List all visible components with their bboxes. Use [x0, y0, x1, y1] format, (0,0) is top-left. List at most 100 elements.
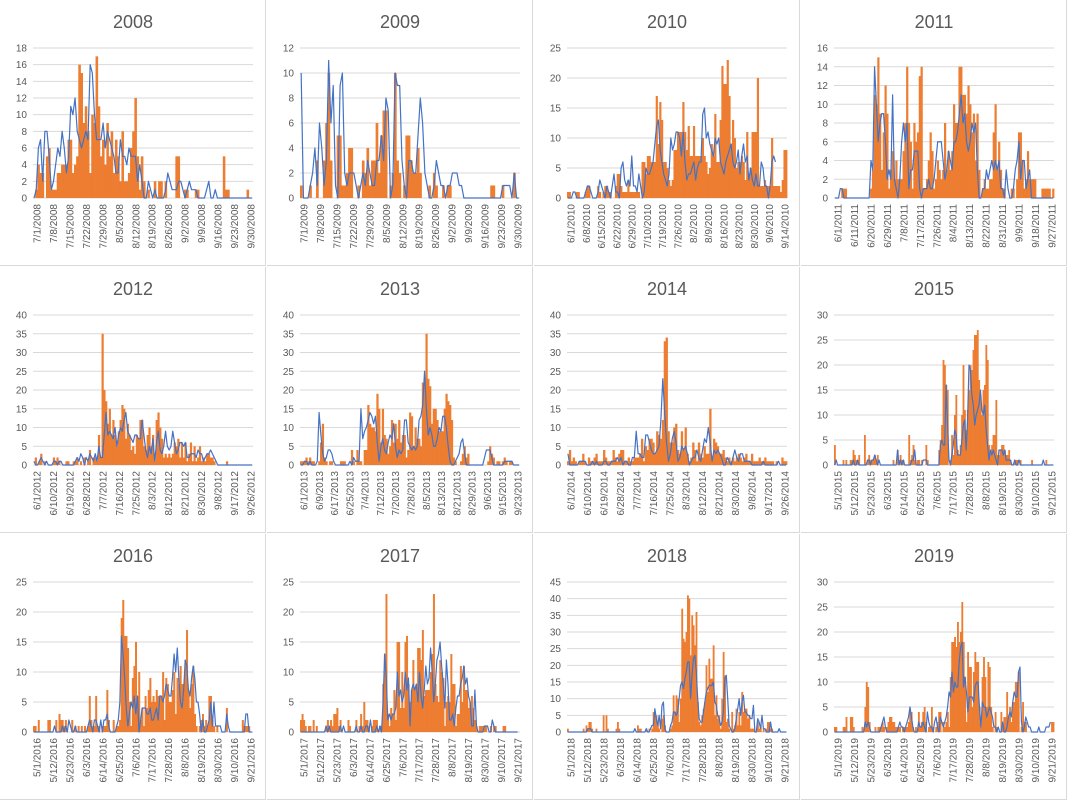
- bar: [193, 446, 196, 465]
- bar: [678, 722, 681, 732]
- bar: [843, 188, 846, 198]
- bar: [341, 185, 344, 198]
- bar: [149, 678, 152, 732]
- bar: [73, 164, 77, 198]
- bar: [655, 96, 658, 198]
- bar: [678, 453, 682, 465]
- x-tick-label: 9/21/2015: [1048, 471, 1059, 516]
- chart-title: 2014: [647, 279, 687, 299]
- bar: [65, 461, 68, 465]
- bar: [340, 461, 343, 465]
- x-tick-label: 9/2/2009: [448, 204, 459, 243]
- bar: [112, 420, 115, 465]
- bar: [412, 660, 415, 732]
- series-line: [567, 378, 787, 466]
- bar: [907, 123, 911, 198]
- bar: [906, 727, 909, 732]
- bar: [584, 461, 587, 465]
- bar: [127, 648, 130, 732]
- bar: [705, 453, 708, 465]
- bar: [446, 185, 450, 198]
- bar: [79, 461, 83, 465]
- bar: [985, 188, 988, 198]
- bar: [89, 173, 92, 198]
- bar: [427, 378, 430, 465]
- bar: [870, 188, 873, 198]
- x-tick-label: 8/5/2009: [382, 204, 393, 243]
- bar: [143, 726, 145, 732]
- bar: [964, 410, 966, 465]
- bar: [709, 678, 712, 732]
- bar: [154, 702, 157, 732]
- bar: [597, 461, 600, 465]
- bar: [740, 156, 744, 198]
- x-tick-label: 7/22/2008: [82, 204, 93, 249]
- y-tick-label: 5: [21, 698, 27, 709]
- y-tick-label: 40: [550, 594, 562, 605]
- bar: [1019, 460, 1022, 465]
- x-tick-label: 7/7/2012: [98, 471, 109, 510]
- bar: [176, 678, 179, 732]
- bar: [701, 715, 704, 732]
- x-tick-label: 6/3/2018: [616, 738, 627, 777]
- bar: [396, 642, 399, 732]
- x-tick-label: 8/30/2016: [214, 738, 225, 783]
- bar: [938, 169, 941, 198]
- bar: [140, 156, 144, 198]
- bar: [374, 720, 377, 732]
- bar: [749, 461, 752, 465]
- y-tick-label: 10: [550, 423, 562, 434]
- x-tick-label: 7/6/2015: [932, 471, 943, 510]
- bar: [871, 169, 875, 198]
- bar: [393, 73, 397, 198]
- bar: [206, 726, 209, 732]
- bar: [465, 457, 468, 465]
- x-tick-label: 7/8/2011: [899, 204, 910, 243]
- bar: [871, 460, 873, 465]
- bar: [758, 457, 761, 465]
- bar: [702, 708, 705, 732]
- bar: [58, 461, 61, 465]
- bar: [918, 460, 921, 465]
- x-tick-label: 6/14/2015: [899, 471, 910, 516]
- bar: [178, 684, 181, 732]
- bar: [434, 408, 437, 465]
- bar: [413, 690, 416, 732]
- bar: [898, 179, 902, 198]
- bar: [175, 446, 178, 465]
- bar: [453, 684, 456, 732]
- y-tick-label: 15: [16, 404, 28, 415]
- bar: [981, 415, 983, 465]
- bar: [333, 714, 336, 732]
- bar: [1010, 722, 1013, 732]
- x-tick-label: 7/28/2017: [431, 738, 442, 783]
- bar: [625, 192, 628, 198]
- y-tick-label: 20: [817, 628, 829, 639]
- bar: [755, 132, 758, 198]
- y-tick-label: 25: [283, 367, 295, 378]
- bar: [37, 164, 40, 198]
- bar: [623, 192, 626, 198]
- x-tick-label: 6/1/2013: [300, 471, 311, 510]
- bar: [945, 169, 949, 198]
- bar: [726, 60, 729, 198]
- bar: [103, 726, 106, 732]
- bar: [301, 714, 304, 732]
- bar: [989, 450, 992, 465]
- bar: [969, 365, 972, 465]
- bar: [637, 725, 639, 732]
- bar: [1004, 450, 1006, 465]
- bar: [686, 453, 689, 465]
- bar: [892, 460, 895, 465]
- y-tick-label: 5: [822, 436, 828, 447]
- bar: [1001, 188, 1004, 198]
- bar: [301, 461, 305, 465]
- bar: [756, 461, 759, 465]
- bar: [882, 132, 885, 198]
- bar: [321, 423, 325, 465]
- bar: [1021, 160, 1024, 198]
- bar: [121, 405, 124, 465]
- bar: [994, 712, 997, 732]
- bar: [352, 461, 355, 465]
- x-tick-label: 7/22/2009: [349, 204, 360, 249]
